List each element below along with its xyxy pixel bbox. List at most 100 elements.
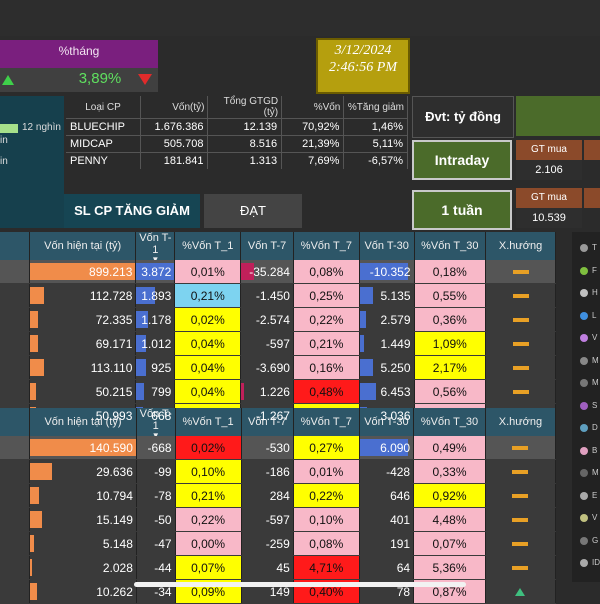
cap-cell: 1.313 <box>207 152 283 169</box>
grid-row[interactable]: 113.110 925 0,04% -3.690 0,16% 5.250 2,17% <box>0 355 556 380</box>
grid-header-t1: Vốn T-1▼ <box>136 408 176 440</box>
von-hien-tai-cell: 899.213 <box>29 260 137 284</box>
grid-row-stub <box>0 555 31 580</box>
value-bar <box>241 383 244 400</box>
cap-header-gtgd: Tổng GTGD (tỷ) <box>207 96 283 119</box>
legend-dot-icon[interactable] <box>580 559 588 567</box>
grid-header-p7: %Vốn T_7 <box>293 408 360 436</box>
cell-value: -35.284 <box>249 264 290 279</box>
trend-cell <box>485 507 557 532</box>
legend-item-label[interactable]: M <box>592 378 599 387</box>
legend-dot-icon[interactable] <box>580 289 588 297</box>
pct-t7-cell: 0,25% <box>293 283 360 308</box>
von-hien-tai-cell: 15.149 <box>29 507 137 532</box>
cell-value: -2.574 <box>255 312 290 327</box>
legend-dot-icon[interactable] <box>580 266 588 275</box>
grid-row[interactable]: 899.213 3.872 0,01% -35.284 0,08% -10.352 0,18… <box>0 260 556 284</box>
von-t7-cell: 1.226 <box>240 379 294 404</box>
grid-row[interactable]: 140.590 -668 0,02% -530 0,27% 6.090 0,49% <box>0 436 557 460</box>
legend-item-label[interactable]: H <box>592 288 598 297</box>
von-hien-tai-cell: 50.215 <box>29 379 137 404</box>
von-t1-cell: -50 <box>136 507 176 532</box>
cell-value: 113.110 <box>90 360 133 375</box>
trend-flat-icon <box>512 494 529 499</box>
von-hien-tai-cell: 72.335 <box>29 307 137 332</box>
cell-value: 15.149 <box>96 512 133 527</box>
trend-flat-icon <box>512 470 529 475</box>
trend-cell <box>485 436 557 460</box>
grid-row[interactable]: 2.028 -44 0,07% 45 4,71% 64 5,36% <box>0 555 557 580</box>
legend-dot-icon[interactable] <box>580 446 588 455</box>
von-t1-cell: 1.178 <box>135 307 176 332</box>
cell-value: 112.728 <box>89 288 133 303</box>
legend-item-label[interactable]: G <box>592 535 599 545</box>
cell-value: 72.335 <box>95 312 133 327</box>
legend-dot-icon[interactable] <box>580 244 588 252</box>
grid-row[interactable]: 69.171 1.012 0,04% -597 0,21% 1.449 1,09% <box>0 331 556 356</box>
grid-row[interactable]: 112.728 1.893 0,21% -1.450 0,25% 5.135 0,55% <box>0 283 556 308</box>
pct-t30-cell: 0,36% <box>414 307 487 332</box>
legend-dot-icon[interactable] <box>580 334 588 342</box>
tab-dat[interactable]: ĐẠT <box>204 194 302 228</box>
legend-item-label[interactable]: S <box>592 400 598 410</box>
value-bar <box>30 511 42 528</box>
cap-header-pctvon: %Vốn <box>281 96 345 119</box>
left-panel-text-1: in <box>0 135 8 146</box>
legend-item-label[interactable]: M <box>592 355 599 365</box>
grid-row[interactable]: 10.794 -78 0,21% 284 0,22% 646 0,92% <box>0 483 557 508</box>
legend-item-label[interactable]: B <box>592 445 598 455</box>
grid-row[interactable]: 5.148 -47 0,00% -259 0,08% 191 0,07% <box>0 531 557 556</box>
pct-month-row <box>0 68 158 92</box>
trend-flat-icon <box>512 366 529 371</box>
triangle-up-icon <box>2 75 14 85</box>
legend-dot-icon[interactable] <box>580 356 588 365</box>
legend-item-label[interactable]: D <box>592 423 598 432</box>
trend-cell <box>485 331 556 356</box>
von-t30-cell: 646 <box>359 483 415 508</box>
legend-dot-icon[interactable] <box>580 401 588 410</box>
legend-item-label[interactable]: V <box>592 513 598 522</box>
value-bar <box>29 263 136 280</box>
pct-t30-cell: 2,17% <box>414 355 487 380</box>
legend-item-label[interactable]: T <box>592 243 597 252</box>
legend-dot-icon[interactable] <box>580 311 588 320</box>
tab-sl-cp-tang-giam[interactable]: SL CP TĂNG GIẢM <box>64 194 200 228</box>
cell-value: 50.215 <box>95 384 133 399</box>
grid-header-p1: %Vốn T_1 <box>175 408 242 436</box>
value-bar <box>30 559 33 576</box>
intraday-button[interactable]: Intraday <box>412 140 512 180</box>
legend-dot-icon[interactable] <box>580 491 588 500</box>
pct-t1-cell: 0,00% <box>175 531 242 556</box>
legend-dot-icon[interactable] <box>580 424 588 432</box>
legend-item-label[interactable]: ID <box>592 558 600 567</box>
cell-value: -44 <box>154 560 172 575</box>
legend-item-label[interactable]: F <box>592 265 597 275</box>
von-t30-cell: 6.453 <box>359 379 415 404</box>
legend-dot-icon[interactable] <box>580 379 588 387</box>
home-indicator[interactable] <box>134 582 466 587</box>
von-t30-cell: 2.579 <box>359 307 415 332</box>
grid-row[interactable]: 50.215 799 0,04% 1.226 0,48% 6.453 0,56% <box>0 379 556 404</box>
von-t7-cell: 284 <box>241 483 294 508</box>
grid-header-blank <box>0 232 30 260</box>
legend-dot-icon[interactable] <box>580 536 588 545</box>
value-bar <box>29 359 44 376</box>
one-week-button[interactable]: 1 tuần <box>412 190 512 230</box>
cell-value: 6.090 <box>380 440 411 455</box>
cell-value: -50 <box>154 512 172 527</box>
legend-item-label[interactable]: E <box>592 490 598 500</box>
grid-row[interactable]: 29.636 -99 0,10% -186 0,01% -428 0,33% <box>0 459 557 484</box>
value-bar <box>29 311 39 328</box>
legend-dot-icon[interactable] <box>580 514 588 522</box>
legend-item-label[interactable]: L <box>592 310 597 320</box>
von-t30-cell: 64 <box>359 555 415 580</box>
grid-row[interactable]: 72.335 1.178 0,02% -2.574 0,22% 2.579 0,36% <box>0 307 556 332</box>
value-bar <box>30 487 39 504</box>
cell-value: 646 <box>390 488 411 503</box>
legend-item-label[interactable]: V <box>592 333 598 342</box>
grid-row[interactable]: 15.149 -50 0,22% -597 0,10% 401 4,48% <box>0 507 557 532</box>
legend-dot-icon[interactable] <box>580 469 588 477</box>
cell-value: 50.993 <box>95 408 133 423</box>
legend-item-label[interactable]: M <box>592 468 599 477</box>
cell-value: 78 <box>396 584 411 599</box>
